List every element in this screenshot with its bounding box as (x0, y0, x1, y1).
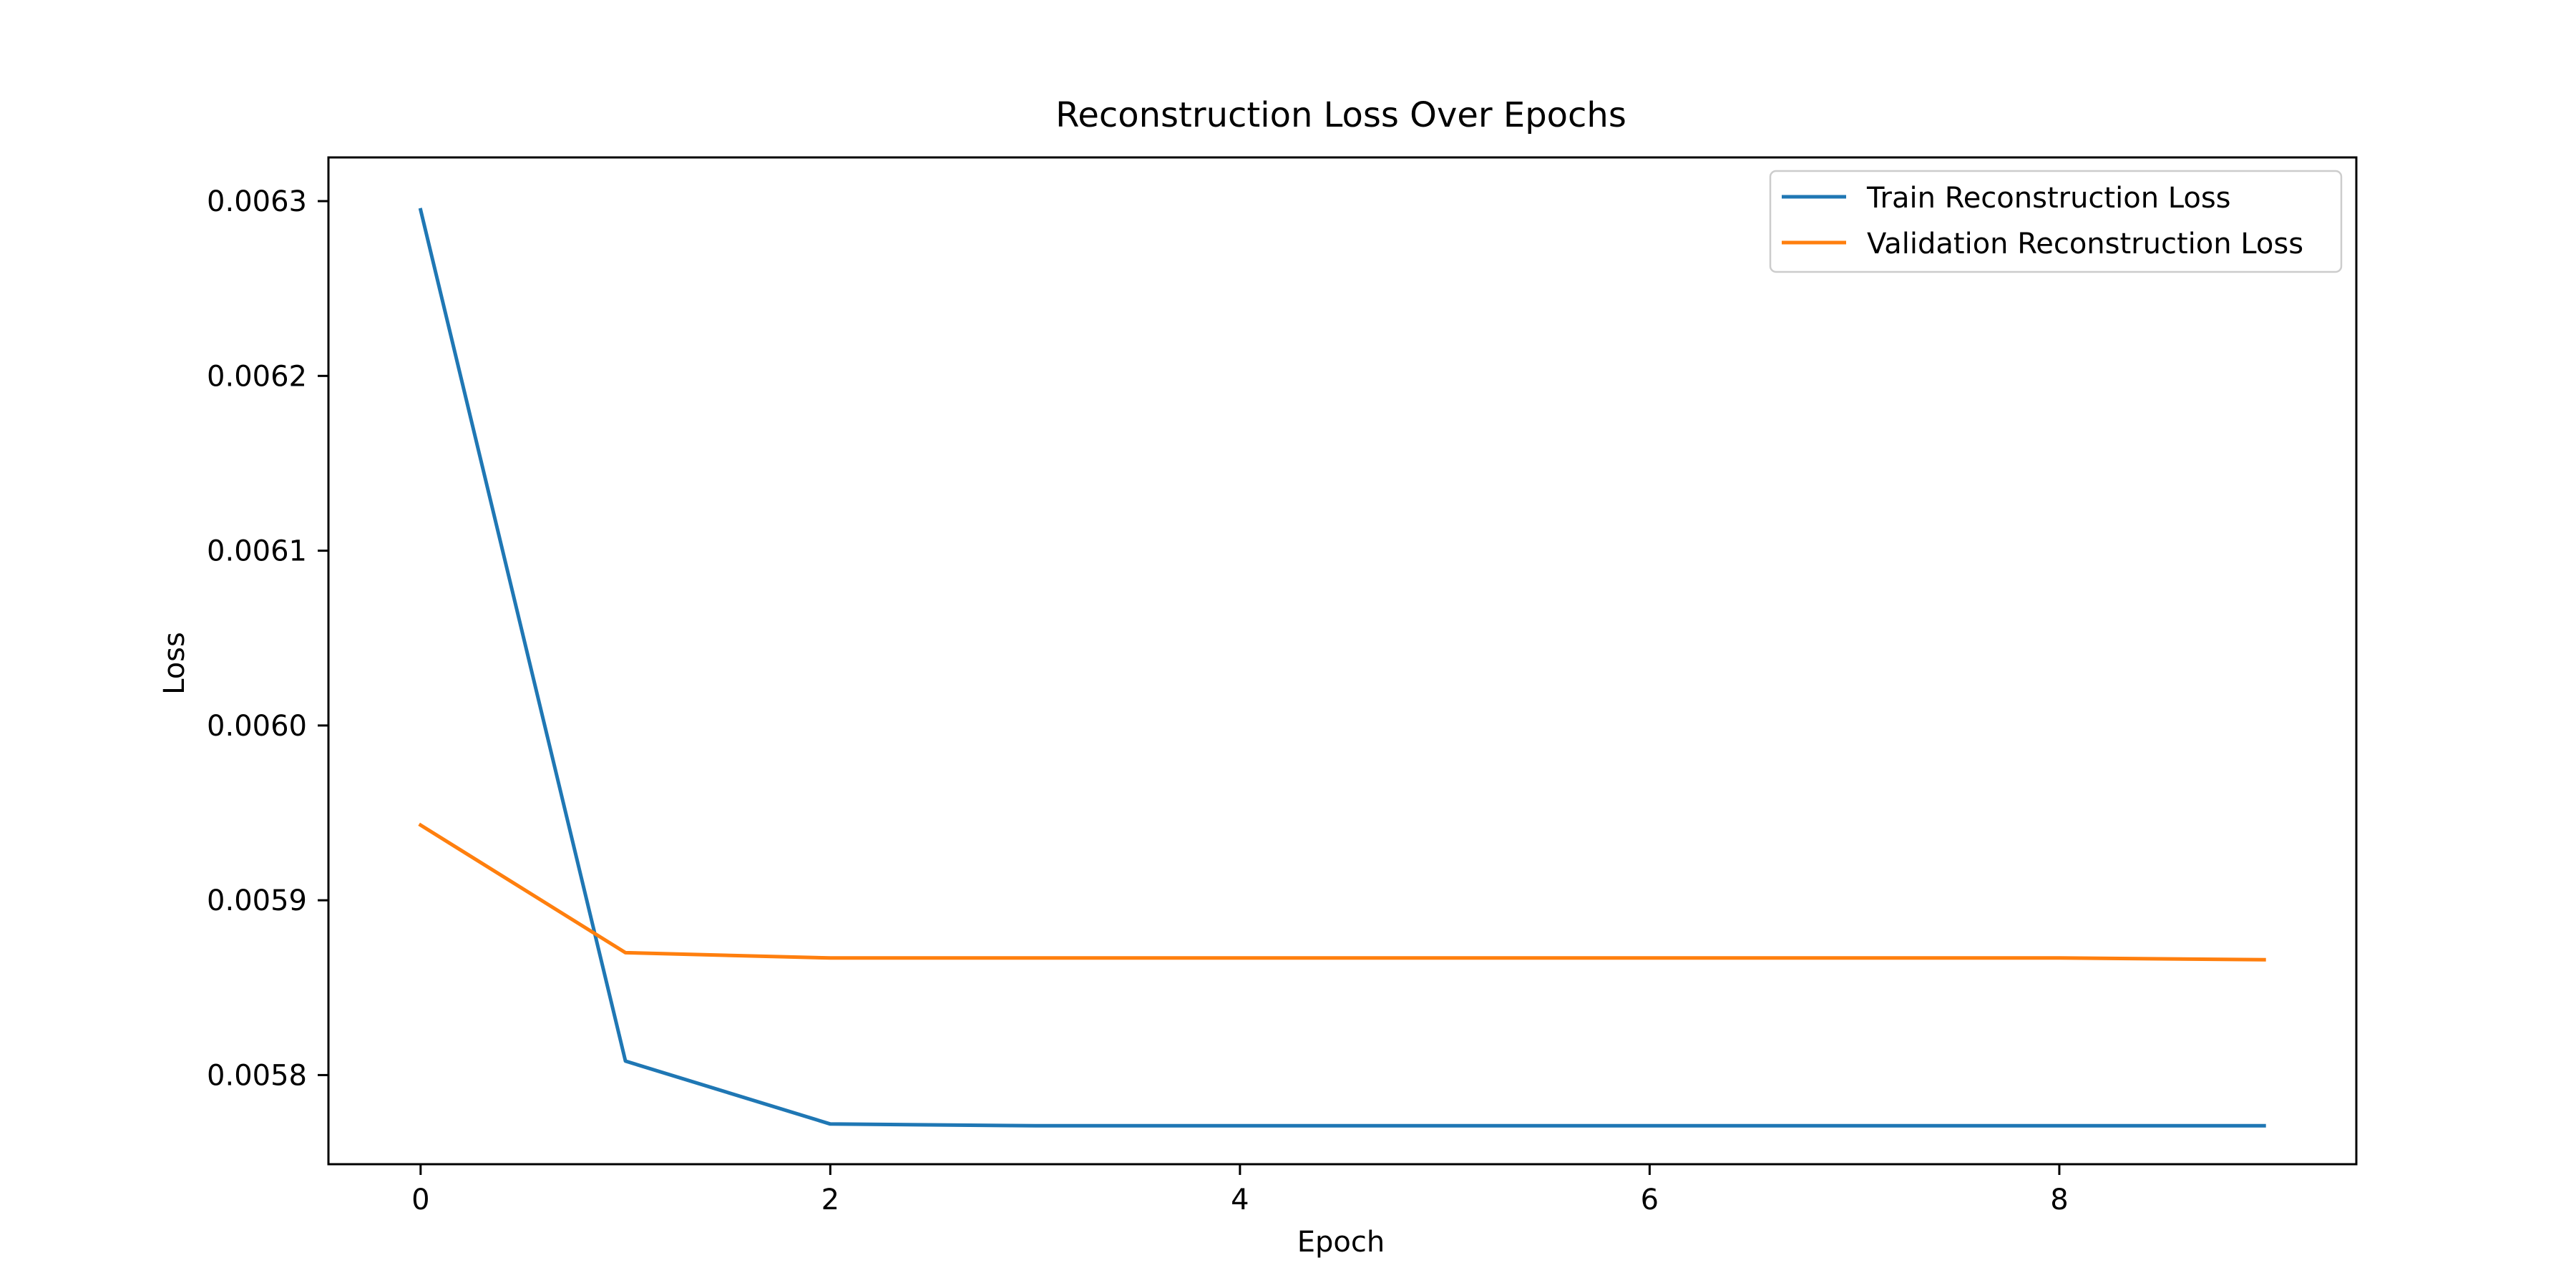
x-tick-label: 6 (1641, 1184, 1659, 1216)
legend-label-train: Train Reconstruction Loss (1866, 182, 2231, 215)
x-axis-ticks: 0 2 4 6 8 (411, 1164, 2069, 1216)
chart-title: Reconstruction Loss Over Epochs (1055, 95, 1626, 135)
x-tick-label: 4 (1231, 1184, 1249, 1216)
train-loss-line (418, 208, 2266, 1128)
legend-label-validation: Validation Reconstruction Loss (1867, 228, 2303, 260)
plot-frame (327, 156, 2358, 1166)
y-tick-label: 0.0058 (207, 1059, 307, 1092)
y-tick-label: 0.0059 (207, 884, 307, 917)
y-tick-label: 0.0062 (207, 360, 307, 393)
x-axis-label: Epoch (1297, 1226, 1385, 1259)
y-tick-label: 0.0060 (207, 710, 307, 743)
legend: Train Reconstruction Loss Validation Rec… (1769, 170, 2343, 273)
y-axis-label: Loss (158, 632, 191, 695)
x-tick-label: 8 (2050, 1184, 2068, 1216)
series-lines (418, 208, 2266, 1128)
x-tick-label: 0 (411, 1184, 429, 1216)
x-tick-label: 2 (821, 1184, 839, 1216)
validation-loss-line (418, 822, 2266, 962)
y-tick-label: 0.0061 (207, 535, 307, 568)
legend-box (1769, 170, 2343, 273)
y-axis-ticks: 0.0058 0.0059 0.0060 0.0061 0.0062 0.0063 (207, 185, 328, 1092)
y-tick-label: 0.0063 (207, 185, 307, 218)
